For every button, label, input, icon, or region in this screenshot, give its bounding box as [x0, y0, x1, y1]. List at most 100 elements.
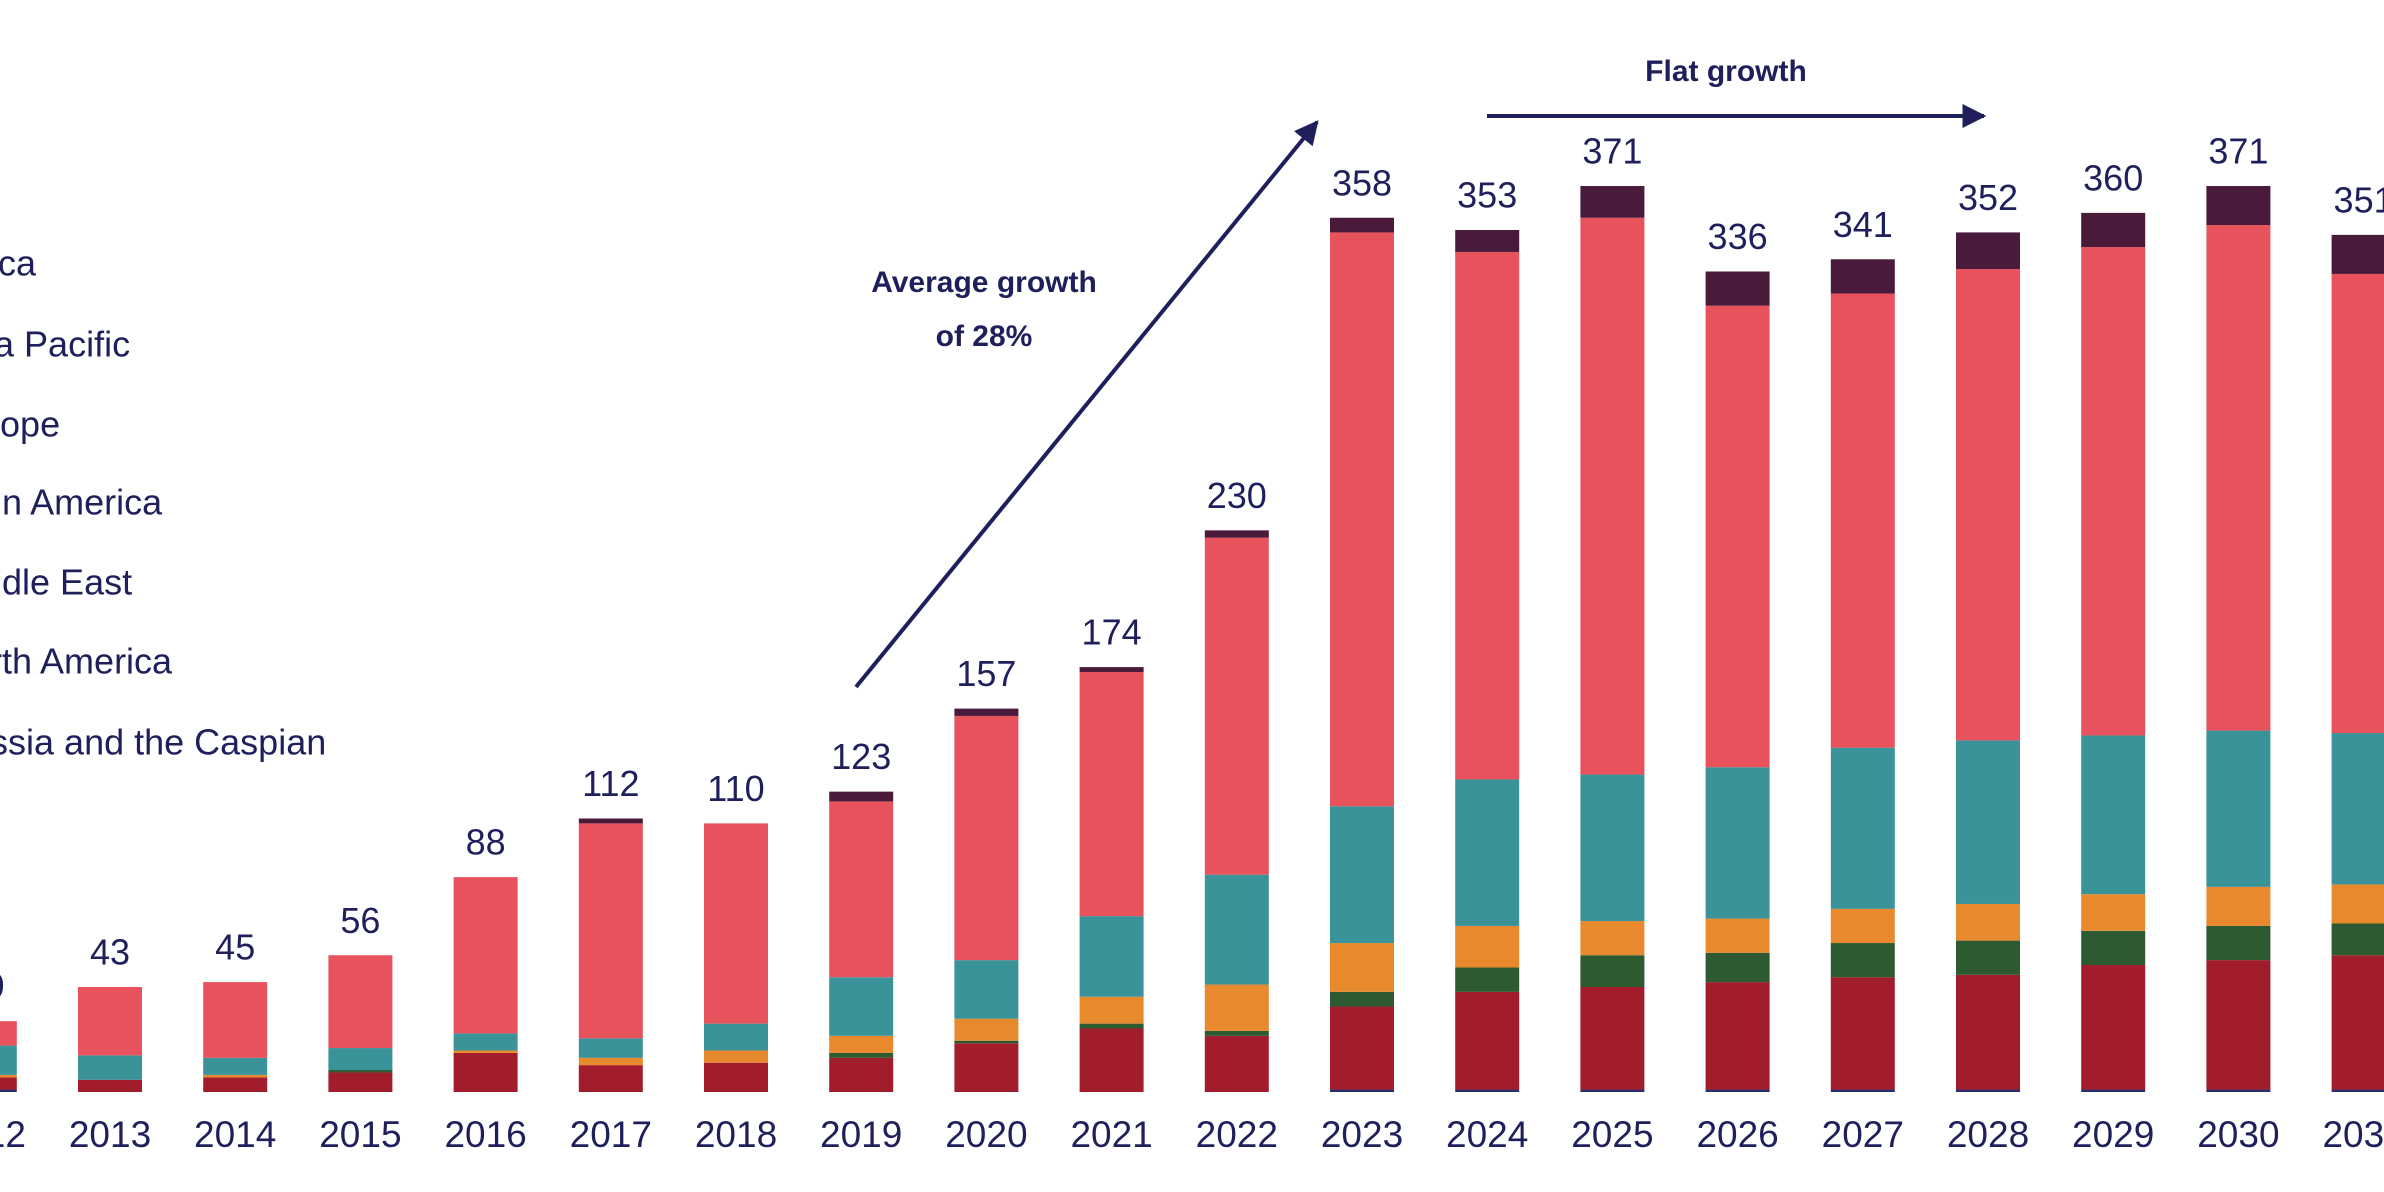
total-label: 174	[1082, 612, 1142, 653]
x-tick-label: 2017	[570, 1114, 652, 1155]
legend-label: North America	[0, 641, 173, 682]
bar-segment	[1079, 1028, 1144, 1092]
bar-segment	[1455, 229, 1520, 252]
bar-segment	[453, 1050, 518, 1053]
bar-segment	[2081, 930, 2146, 966]
bar-segment	[1330, 806, 1394, 944]
bar-segment	[0, 1021, 17, 1046]
bar-segment	[954, 1040, 1019, 1044]
total-label: 88	[466, 822, 506, 863]
total-label: 56	[340, 900, 380, 941]
annotation: of 28%	[936, 320, 1033, 353]
growth-arrow	[854, 120, 1319, 689]
x-tick-label: 2020	[945, 1114, 1027, 1155]
bar-segment	[1580, 921, 1645, 956]
bar-segment	[1330, 232, 1394, 807]
bar-segment	[1204, 984, 1269, 1031]
bar-segment	[1830, 293, 1895, 748]
bar-segment	[1705, 982, 1770, 1090]
total-label: 358	[1332, 162, 1392, 203]
total-label: 112	[582, 763, 639, 804]
bar-segment	[203, 1074, 268, 1078]
bar-segment	[829, 977, 894, 1036]
bar-segment	[1956, 232, 2020, 270]
bar-segment	[78, 1055, 142, 1080]
bar-segment	[1079, 1023, 1144, 1029]
bar-segment	[1830, 943, 1895, 978]
bar-segment	[1705, 918, 1770, 953]
bar-segment	[1580, 186, 1645, 218]
total-label: 371	[2208, 131, 2268, 172]
bar-segment	[1455, 779, 1520, 926]
total-label: 351	[2334, 179, 2384, 220]
bar-segment	[2331, 884, 2384, 924]
bar-segment	[1455, 1089, 1520, 1092]
bar-segment	[1330, 943, 1394, 992]
bar-segment	[203, 1057, 268, 1075]
bar-segment	[704, 1062, 768, 1092]
x-tick-label: 2021	[1070, 1114, 1152, 1155]
bar-segment	[2206, 186, 2271, 226]
bar-segment	[2331, 1089, 2384, 1092]
legend-label: Russia and the Caspian	[0, 722, 326, 763]
bar-segment	[1956, 269, 2020, 741]
bar-segment	[1705, 1089, 1770, 1092]
bar-segment	[2081, 894, 2146, 931]
total-label: 157	[956, 653, 1016, 694]
bar-segment	[1956, 740, 2020, 904]
bar-segment	[2331, 733, 2384, 885]
bar-segment	[2206, 925, 2271, 961]
total-label: 336	[1708, 216, 1768, 257]
total-label: 29	[0, 966, 5, 1007]
bar-segment	[704, 1050, 768, 1063]
bar-segment	[1580, 774, 1645, 922]
bar-segment	[1580, 217, 1645, 775]
bar-segment	[1705, 952, 1770, 983]
x-tick-label: 2028	[1947, 1114, 2029, 1155]
x-tick-label: 2023	[1321, 1114, 1403, 1155]
bar-segment	[704, 823, 768, 1024]
bar-segment	[1455, 925, 1520, 968]
bar-segment	[1830, 1089, 1895, 1092]
bar-segment	[1204, 530, 1269, 538]
bar-segment	[1830, 977, 1895, 1090]
bar-segment	[453, 877, 518, 1034]
x-tick-label: 2030	[2197, 1114, 2279, 1155]
legend-label: Africa	[0, 243, 37, 284]
x-tick-label: 2013	[69, 1114, 151, 1155]
bar-segment	[0, 1074, 17, 1078]
bar-segment	[1705, 271, 1770, 306]
bar-segment	[453, 1033, 518, 1051]
bar-segment	[1204, 1035, 1269, 1092]
bar-segment	[453, 1052, 518, 1092]
total-label: 360	[2083, 157, 2143, 198]
x-tick-label: 2029	[2072, 1114, 2154, 1155]
bar-segment	[328, 955, 393, 1049]
bar-segment	[2081, 247, 2146, 736]
bar-segment	[78, 1079, 142, 1092]
bar-segment	[2081, 735, 2146, 895]
bar-segment	[829, 1052, 894, 1058]
bar-segment	[1079, 667, 1144, 672]
bar-segment	[829, 801, 894, 978]
bar-segment	[954, 1043, 1019, 1092]
total-label: 230	[1207, 475, 1267, 516]
bar-segment	[954, 715, 1019, 961]
bar-segment	[578, 1065, 643, 1092]
bar-segment	[1079, 916, 1144, 997]
bar-segment	[2081, 965, 2146, 1090]
bar-segment	[1330, 1089, 1394, 1092]
bar-segment	[2331, 923, 2384, 956]
bar-segment	[1455, 251, 1520, 780]
bar-segment	[1956, 903, 2020, 941]
x-tick-label: 2016	[444, 1114, 526, 1155]
bar-segment	[1204, 1030, 1269, 1036]
bar-segment	[829, 1057, 894, 1092]
annotation: Average growth	[871, 266, 1097, 299]
bar-segment	[578, 1038, 643, 1058]
legend-label: Europe	[0, 404, 60, 445]
x-tick-label: 2014	[194, 1114, 276, 1155]
bar-segment	[0, 1045, 17, 1075]
bar-segment	[1830, 747, 1895, 909]
bar-segment	[2206, 225, 2271, 731]
